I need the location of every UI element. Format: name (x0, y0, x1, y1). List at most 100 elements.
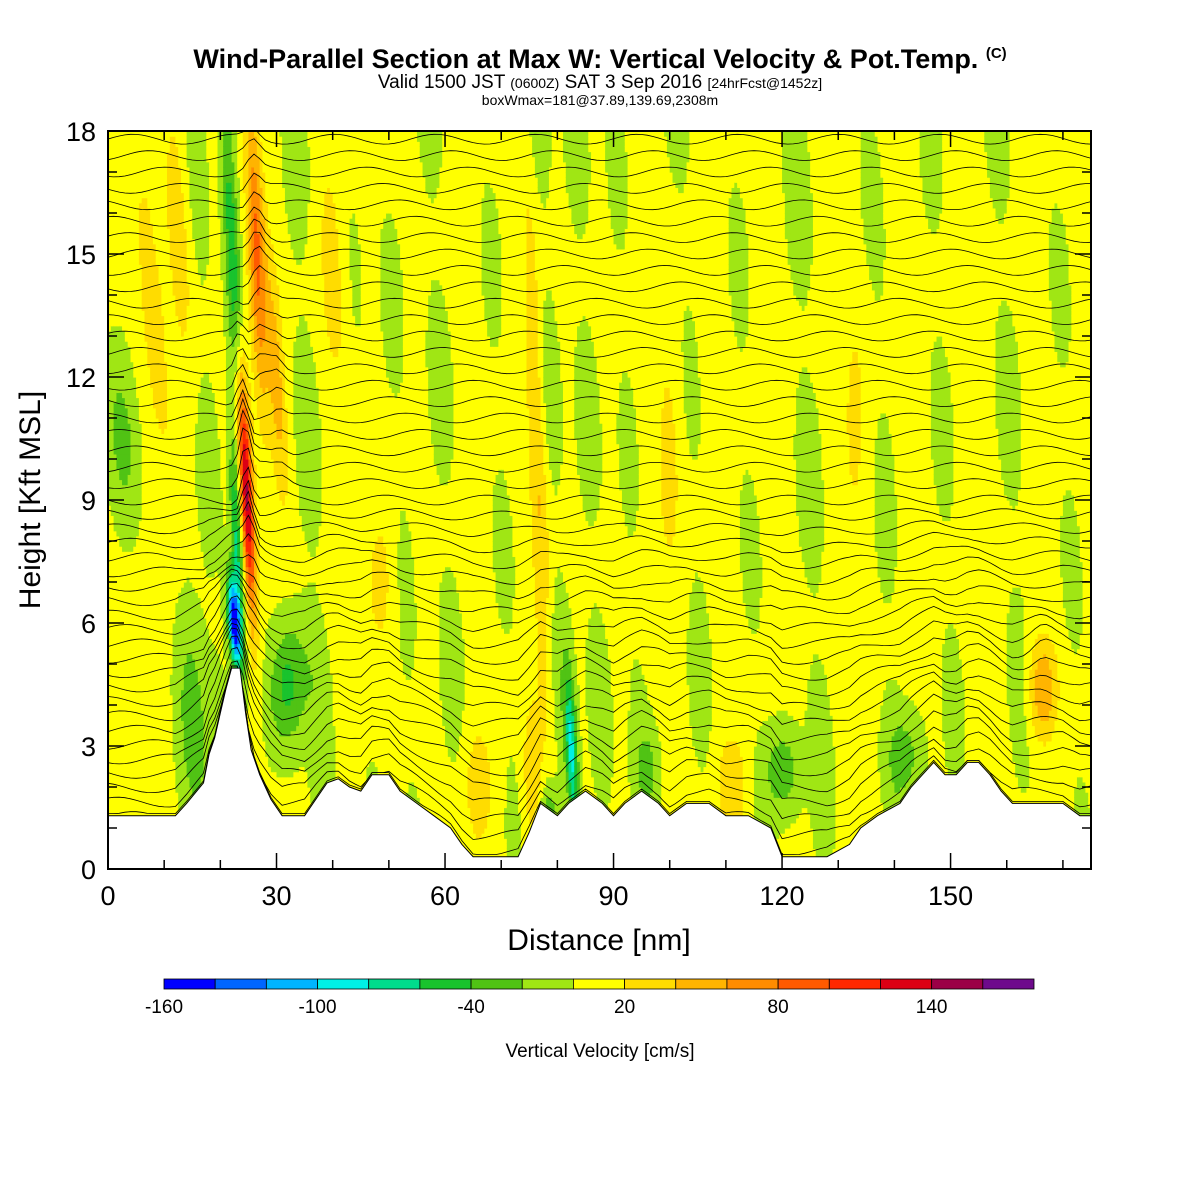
field-cell (110, 546, 115, 552)
field-cell (116, 146, 120, 153)
field-cell (124, 694, 129, 701)
field-cell (113, 535, 118, 542)
field-cell (124, 576, 129, 583)
field-cell (119, 494, 123, 501)
field-cell (122, 279, 126, 286)
field-cell (122, 166, 126, 173)
field-cell (116, 530, 120, 537)
field-cell (113, 464, 118, 470)
field-cell (110, 515, 115, 522)
chart-title: Wind-Parallel Section at Max W: Vertical… (0, 44, 1200, 75)
field-cell (108, 428, 112, 434)
field-cell (122, 617, 126, 624)
field-cell (119, 653, 123, 660)
field-cell (124, 735, 129, 742)
field-cell (119, 428, 123, 434)
field-cell (116, 371, 120, 378)
field-cell (119, 448, 123, 455)
field-cell (113, 274, 118, 281)
field-cell (119, 576, 123, 583)
field-cell (108, 787, 112, 793)
field-cell (108, 192, 112, 199)
field-cell (124, 525, 129, 532)
field-cell (110, 802, 115, 809)
field-cell (110, 136, 115, 142)
field-cell (116, 679, 120, 686)
field-cell (122, 197, 126, 204)
field-cell (108, 674, 112, 680)
field-cell (119, 136, 123, 142)
field-cell (122, 187, 126, 194)
field-cell (122, 223, 126, 229)
field-cell (116, 684, 120, 691)
field-cell (122, 213, 126, 219)
field-cell (119, 218, 123, 224)
field-cell (119, 146, 123, 153)
field-cell (119, 566, 123, 573)
field-cell (110, 694, 115, 701)
field-cell (116, 156, 120, 163)
field-cell (110, 474, 115, 481)
field-cell (116, 213, 120, 219)
field-cell (124, 715, 129, 721)
field-cell (119, 761, 123, 768)
field-cell (122, 377, 126, 383)
field-cell (108, 484, 112, 491)
field-cell (119, 751, 123, 757)
field-cell (119, 781, 123, 788)
field-cell (113, 520, 118, 527)
field-cell (108, 300, 112, 306)
field-cell (110, 392, 115, 399)
field-cell (108, 715, 112, 721)
field-cell (122, 715, 126, 721)
field-cell (113, 525, 118, 532)
field-cell (108, 453, 112, 460)
field-cell (119, 131, 123, 137)
field-cell (108, 494, 112, 501)
field-cell (110, 315, 115, 322)
field-cell (110, 366, 115, 373)
field-cell (110, 248, 115, 255)
field-cell (116, 576, 120, 583)
field-cell (122, 787, 126, 793)
field-cell (108, 694, 112, 701)
field-cell (113, 740, 118, 747)
field-cell (124, 761, 129, 768)
field-cell (113, 325, 118, 332)
field-cell (119, 802, 123, 809)
field-cell (124, 479, 129, 486)
field-cell (122, 576, 126, 583)
field-cell (124, 751, 129, 757)
field-cell (113, 787, 118, 793)
field-cell (110, 464, 115, 470)
field-cell (124, 448, 129, 455)
field-cell (113, 177, 118, 183)
field-cell (122, 300, 126, 306)
field-cell (113, 310, 118, 317)
field-cell (116, 254, 120, 260)
field-cell (108, 382, 112, 388)
field-cell (122, 464, 126, 470)
field-cell (110, 771, 115, 778)
field-cell (108, 505, 112, 511)
field-cell (119, 453, 123, 460)
field-cell (119, 546, 123, 552)
field-cell (110, 500, 115, 506)
field-cell (113, 341, 118, 347)
field-cell (119, 295, 123, 301)
field-cell (110, 336, 115, 342)
field-cell (122, 325, 126, 332)
field-cell (110, 766, 115, 773)
field-cell (116, 664, 120, 670)
field-cell (110, 387, 115, 393)
field-cell (108, 546, 112, 552)
field-cell (110, 612, 115, 619)
field-cell (110, 730, 115, 737)
field-cell (119, 643, 123, 650)
field-cell (108, 284, 112, 291)
field-cell (119, 254, 123, 260)
field-cell (116, 787, 120, 793)
field-cell (119, 279, 123, 286)
field-cell (124, 582, 129, 588)
field-cell (122, 161, 126, 168)
